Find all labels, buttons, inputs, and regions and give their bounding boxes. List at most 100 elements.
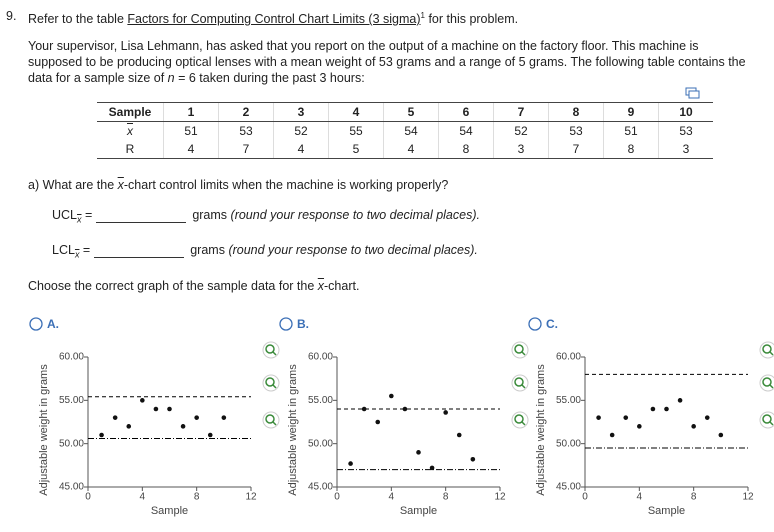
y-axis-label: Adjustable weight in grams	[535, 364, 547, 496]
unit: grams	[192, 208, 228, 222]
sample-point	[207, 432, 213, 438]
paragraph-text: Your supervisor, Lisa Lehmann, has asked…	[28, 39, 746, 85]
ucl-input[interactable]	[96, 208, 187, 223]
sample-point	[691, 424, 696, 429]
option[interactable]: B.	[279, 317, 309, 331]
radio[interactable]	[528, 317, 542, 331]
intro-text: Refer to the table	[28, 12, 128, 27]
xbar-cell: 51	[603, 121, 659, 140]
xbar-cell: 53	[548, 121, 604, 140]
sample-number: 7	[493, 102, 549, 122]
y-tick-label: 45.00	[308, 482, 333, 493]
table-icon[interactable]	[685, 87, 700, 99]
option[interactable]: C.	[528, 317, 558, 331]
icon-glyph	[521, 384, 526, 389]
y-tick-label: 50.00	[308, 438, 333, 449]
sample-point	[402, 406, 408, 412]
x-tick-label: 8	[194, 492, 200, 503]
sample-point	[361, 406, 367, 412]
range-cell: 3	[493, 140, 549, 159]
icon-bg	[511, 411, 529, 429]
xbar-cell: 52	[493, 121, 549, 140]
sample-point	[609, 432, 615, 438]
y-tick-label: 55.00	[59, 395, 84, 406]
sample-point	[456, 432, 462, 438]
range-cell: 8	[438, 140, 494, 159]
popout-icon[interactable]	[759, 411, 774, 429]
sample-point	[470, 456, 476, 462]
icon-bg	[759, 341, 774, 359]
zoom-in-icon[interactable]	[759, 341, 774, 359]
zoom-out-icon[interactable]	[759, 374, 774, 392]
x-tick-label: 0	[85, 492, 91, 503]
paragraph: Your supervisor, Lisa Lehmann, has asked…	[28, 38, 754, 86]
icon-glyph	[769, 351, 774, 356]
y-tick-label: 60.00	[308, 352, 333, 363]
subscript: x	[77, 214, 82, 225]
sample-number: 5	[383, 102, 439, 122]
y-tick-label: 50.00	[59, 438, 84, 449]
sample-number: 1	[163, 102, 219, 122]
icon-bg	[759, 411, 774, 429]
icon-glyph	[265, 414, 275, 424]
sample-point	[153, 406, 159, 412]
sample-point	[348, 461, 353, 466]
row-label: x	[127, 124, 133, 138]
icon-glyph	[762, 344, 772, 354]
icon-bg	[511, 341, 529, 359]
xbar-cell: 53	[658, 121, 713, 140]
zoom-out-icon[interactable]	[511, 374, 529, 392]
ucl-row: UCLx = grams (round your response to two …	[52, 207, 480, 228]
zoom-in-icon[interactable]	[262, 341, 280, 359]
x-tick-label: 12	[494, 492, 506, 503]
icon-glyph	[762, 377, 772, 387]
text: a) What are the	[28, 178, 118, 192]
sample-point	[704, 415, 710, 420]
sample-point	[664, 406, 669, 412]
lcl-input[interactable]	[94, 243, 185, 258]
icon-glyph	[514, 414, 524, 424]
range-cell: 7	[548, 140, 604, 159]
sample-point	[637, 424, 642, 429]
icon-glyph	[272, 351, 277, 356]
equals: =	[85, 208, 93, 222]
sample-point	[429, 465, 435, 471]
y-tick-label: 50.00	[556, 438, 581, 449]
x-tick-label: 12	[742, 492, 754, 503]
lcl-label: LCL	[52, 243, 75, 257]
table-link[interactable]: Factors for Computing Control Chart Limi…	[127, 12, 421, 27]
sample-point	[718, 432, 724, 438]
radio[interactable]	[279, 317, 293, 331]
sample-point	[194, 415, 199, 420]
sample-point	[126, 424, 132, 429]
icon-bg	[262, 341, 280, 359]
zoom-out-icon[interactable]	[262, 374, 280, 392]
radio[interactable]	[29, 317, 43, 331]
popout-icon[interactable]	[262, 411, 280, 429]
option-label: A.	[47, 317, 59, 331]
popout-icon[interactable]	[511, 411, 529, 429]
n-symbol: n	[167, 71, 175, 85]
zoom-in-icon[interactable]	[511, 341, 529, 359]
y-tick-label: 55.00	[556, 395, 581, 406]
sample-number: 2	[218, 102, 274, 122]
option-label: C.	[546, 317, 558, 331]
sample-point	[443, 410, 448, 415]
icon-glyph	[265, 344, 275, 354]
x-tick-label: 0	[582, 492, 588, 503]
range-cell: 7	[218, 140, 274, 159]
icon-glyph	[521, 421, 526, 426]
sample-number: 4	[328, 102, 384, 122]
paragraph-text: = 6 taken during the past 3 hours:	[174, 71, 365, 85]
sample-point	[375, 419, 381, 425]
sample-point	[623, 415, 629, 420]
ucl-label: UCL	[52, 208, 78, 222]
header-cell: Sample	[97, 102, 164, 122]
footnote: 1	[420, 11, 425, 20]
sample-point	[416, 450, 421, 455]
row-label: R	[97, 140, 164, 159]
x-axis-label: Sample	[648, 505, 685, 517]
option[interactable]: A.	[29, 317, 59, 331]
header-row: Sample 1 2 3 4 5 6 7 8 9 10	[97, 102, 713, 122]
